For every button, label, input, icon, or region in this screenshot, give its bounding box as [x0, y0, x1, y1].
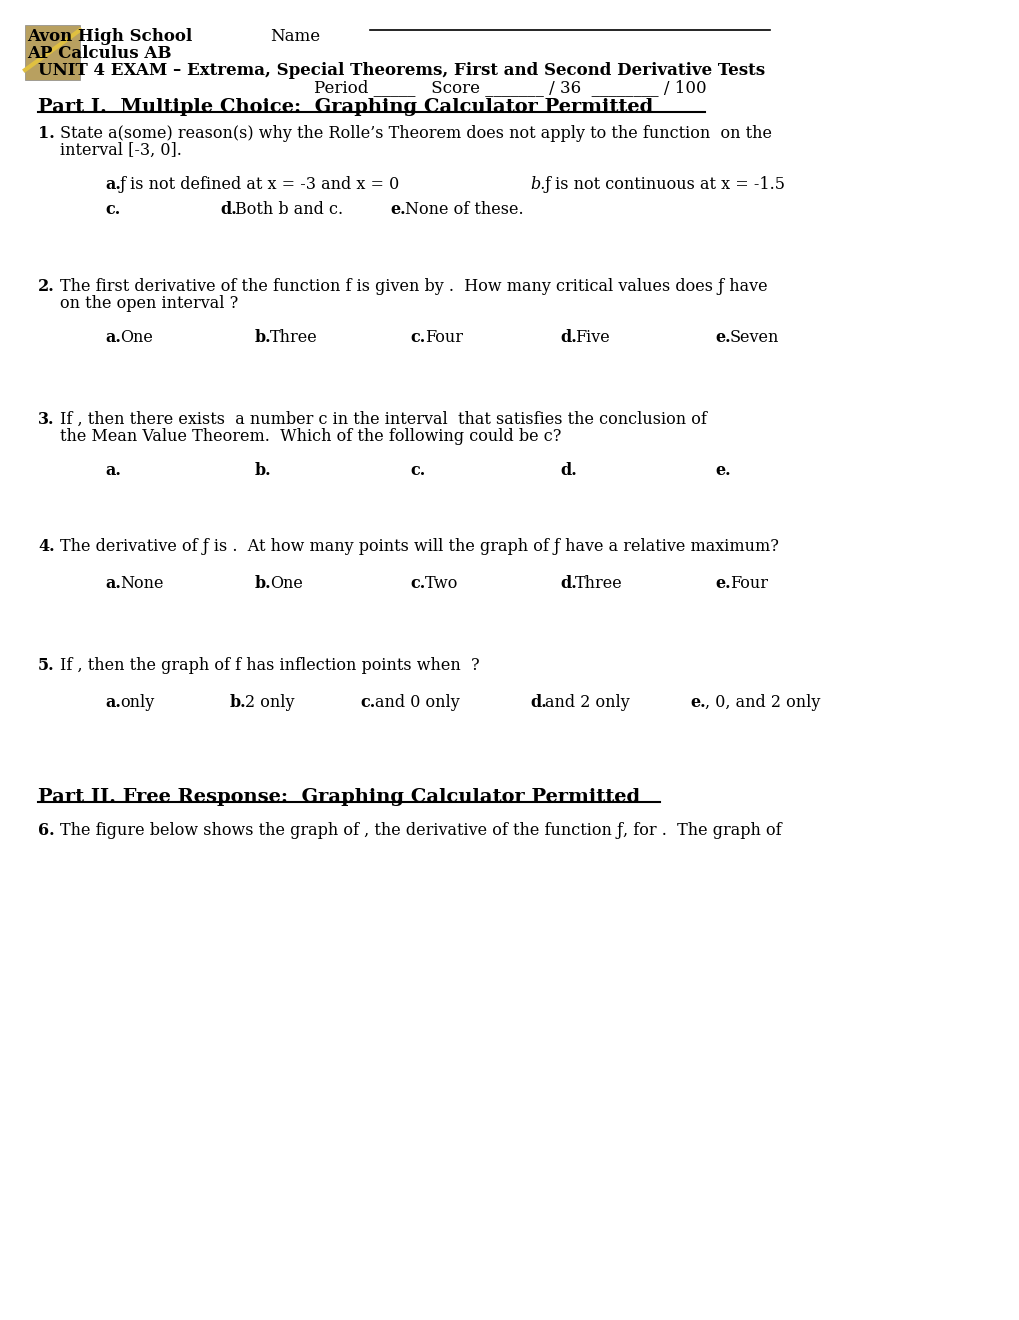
Text: ƒ is not defined at x = -3 and x = 0: ƒ is not defined at x = -3 and x = 0: [120, 176, 399, 193]
Text: e.: e.: [714, 462, 730, 479]
Text: Both b and c.: Both b and c.: [234, 202, 342, 218]
Text: None: None: [120, 576, 163, 593]
Text: 2.: 2.: [38, 279, 55, 294]
Text: interval [-3, 0].: interval [-3, 0].: [60, 143, 181, 158]
Text: c.: c.: [410, 329, 425, 346]
Text: Three: Three: [575, 576, 623, 593]
Text: 2 only: 2 only: [245, 694, 294, 711]
Text: b.: b.: [530, 176, 545, 193]
Text: AP Calculus AB: AP Calculus AB: [26, 45, 171, 62]
Text: Avon High School: Avon High School: [26, 28, 192, 45]
Text: d.: d.: [220, 202, 236, 218]
Text: Part I.  Multiple Choice:  Graphing Calculator Permitted: Part I. Multiple Choice: Graphing Calcul…: [38, 98, 652, 116]
Text: b.: b.: [229, 694, 247, 711]
Text: only: only: [120, 694, 154, 711]
Text: , 0, and 2 only: , 0, and 2 only: [704, 694, 819, 711]
Text: One: One: [120, 329, 153, 346]
Text: b.: b.: [255, 462, 271, 479]
Text: The figure below shows the graph of , the derivative of the function ƒ, for .  T: The figure below shows the graph of , th…: [60, 822, 781, 840]
Text: None of these.: None of these.: [405, 202, 523, 218]
Text: The first derivative of the function f is given by .  How many critical values d: The first derivative of the function f i…: [60, 279, 767, 294]
Text: State a(some) reason(s) why the Rolle’s Theorem does not apply to the function  : State a(some) reason(s) why the Rolle’s …: [60, 125, 771, 143]
Text: d.: d.: [559, 329, 576, 346]
Text: b.: b.: [255, 576, 271, 593]
Text: Four: Four: [425, 329, 463, 346]
Text: e.: e.: [389, 202, 406, 218]
Text: c.: c.: [105, 202, 120, 218]
Text: and 2 only: and 2 only: [544, 694, 629, 711]
Text: UNIT 4 EXAM – Extrema, Special Theorems, First and Second Derivative Tests: UNIT 4 EXAM – Extrema, Special Theorems,…: [38, 62, 764, 79]
Text: 1.: 1.: [38, 125, 55, 143]
Text: 5.: 5.: [38, 657, 55, 675]
Text: Five: Five: [575, 329, 609, 346]
Text: on the open interval ?: on the open interval ?: [60, 294, 238, 312]
Text: The derivative of ƒ is .  At how many points will the graph of ƒ have a relative: The derivative of ƒ is . At how many poi…: [60, 539, 779, 554]
Text: and 0 only: and 0 only: [375, 694, 460, 711]
Text: If , then there exists  a number c in the interval  that satisfies the conclusio: If , then there exists a number c in the…: [60, 411, 706, 428]
Text: One: One: [270, 576, 303, 593]
Text: 4.: 4.: [38, 539, 55, 554]
Text: a.: a.: [105, 694, 121, 711]
Text: Three: Three: [270, 329, 318, 346]
Text: Name: Name: [270, 28, 320, 45]
Text: Seven: Seven: [730, 329, 779, 346]
Text: a.: a.: [105, 329, 121, 346]
Text: c.: c.: [360, 694, 375, 711]
Text: Four: Four: [730, 576, 767, 593]
Text: the Mean Value Theorem.  Which of the following could be c?: the Mean Value Theorem. Which of the fol…: [60, 428, 560, 445]
Text: e.: e.: [714, 329, 730, 346]
Text: c.: c.: [410, 462, 425, 479]
Text: Period _____   Score _______ / 36  ________ / 100: Period _____ Score _______ / 36 ________…: [314, 79, 705, 96]
Text: 6.: 6.: [38, 822, 55, 840]
Text: Two: Two: [425, 576, 458, 593]
Text: Part II. Free Response:  Graphing Calculator Permitted: Part II. Free Response: Graphing Calcula…: [38, 788, 640, 807]
Text: e.: e.: [689, 694, 705, 711]
Text: a.: a.: [105, 576, 121, 593]
Text: d.: d.: [559, 462, 576, 479]
Text: a.: a.: [105, 176, 121, 193]
Text: d.: d.: [530, 694, 546, 711]
Text: ƒ is not continuous at x = -1.5: ƒ is not continuous at x = -1.5: [544, 176, 786, 193]
Text: b.: b.: [255, 329, 271, 346]
Text: c.: c.: [410, 576, 425, 593]
Text: a.: a.: [105, 462, 121, 479]
Text: e.: e.: [714, 576, 730, 593]
Text: d.: d.: [559, 576, 576, 593]
Text: If , then the graph of f has inflection points when  ?: If , then the graph of f has inflection …: [60, 657, 479, 675]
Bar: [25, 25, 79, 81]
Text: 3.: 3.: [38, 411, 54, 428]
